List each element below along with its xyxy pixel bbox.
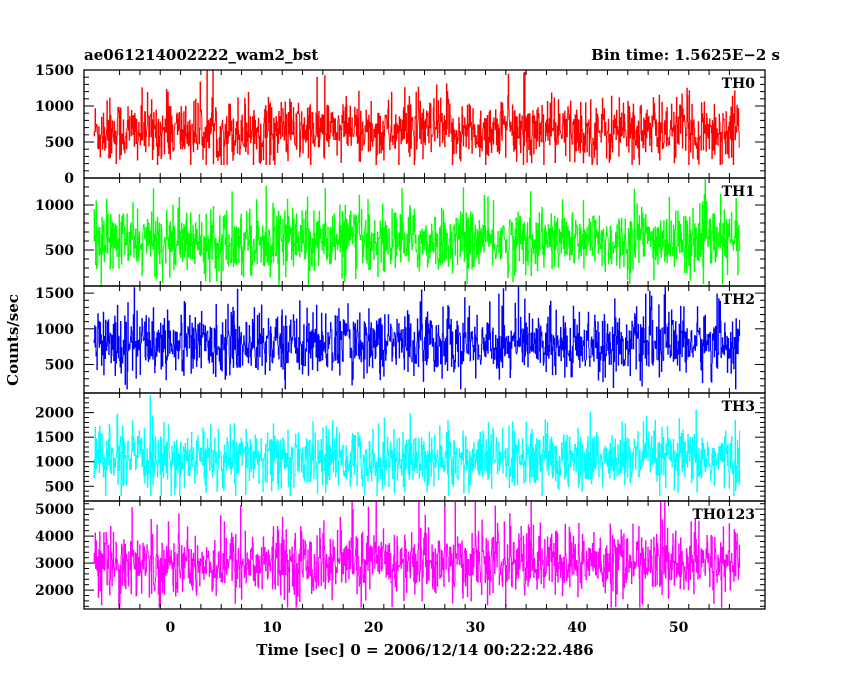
series-th0 xyxy=(93,70,741,165)
y-tick-label: 1000 xyxy=(35,198,74,214)
y-tick-label: 1000 xyxy=(35,455,74,471)
x-axis: 0 10 20 30 40 50 xyxy=(166,620,689,636)
y-tick-label: 4000 xyxy=(35,529,74,545)
x-tick-label: 10 xyxy=(262,620,282,636)
y-tick-label: 2000 xyxy=(35,583,74,599)
y-tick-label: 1500 xyxy=(35,63,74,79)
series-th2 xyxy=(93,286,741,390)
x-tick-label: 40 xyxy=(567,620,587,636)
panel-name-label: TH3 xyxy=(722,399,755,415)
panel-th0123: 2000 3000 4000 5000 TH0123 xyxy=(35,500,766,610)
y-tick-label: 0 xyxy=(64,171,74,187)
y-tick-label: 1500 xyxy=(35,430,74,446)
panel-th2: 500 1000 1500 TH2 xyxy=(35,285,766,394)
y-tick-label: 1000 xyxy=(35,322,74,338)
panel-th3: 500 1000 1500 2000 TH3 xyxy=(35,392,766,502)
y-tick-label: 500 xyxy=(45,479,74,495)
y-tick-label: 1000 xyxy=(35,99,74,115)
panel-name-label: TH0 xyxy=(722,76,756,92)
y-tick-label: 500 xyxy=(45,243,74,259)
y-tick-label: 2000 xyxy=(35,406,74,422)
y-tick-label: 5000 xyxy=(35,502,74,518)
x-tick-label: 30 xyxy=(466,620,486,636)
y-tick-label: 1500 xyxy=(35,286,74,302)
panel-name-label: TH2 xyxy=(722,292,755,308)
chart-title-left: ae061214002222_wam2_bst xyxy=(84,46,318,64)
x-tick-label: 50 xyxy=(669,620,689,636)
x-tick-label: 0 xyxy=(166,620,176,636)
x-tick-label: 20 xyxy=(364,620,384,636)
series-th0123 xyxy=(93,501,741,608)
series-th1 xyxy=(93,179,741,286)
y-axis-label: Counts/sec xyxy=(4,294,22,386)
series-th3 xyxy=(93,394,741,497)
panel-th1: 500 1000 TH1 xyxy=(35,177,766,287)
y-tick-label: 500 xyxy=(45,135,74,151)
panel-name-label: TH0123 xyxy=(692,507,755,523)
y-tick-label: 3000 xyxy=(35,556,74,572)
chart-title-right: Bin time: 1.5625E−2 s xyxy=(591,46,780,64)
x-axis-label: Time [sec] 0 = 2006/12/14 00:22:22.486 xyxy=(256,641,593,659)
y-tick-label: 500 xyxy=(45,357,74,373)
panel-th0: 0 500 1000 1500 TH0 xyxy=(35,63,766,187)
panel-name-label: TH1 xyxy=(722,184,755,200)
